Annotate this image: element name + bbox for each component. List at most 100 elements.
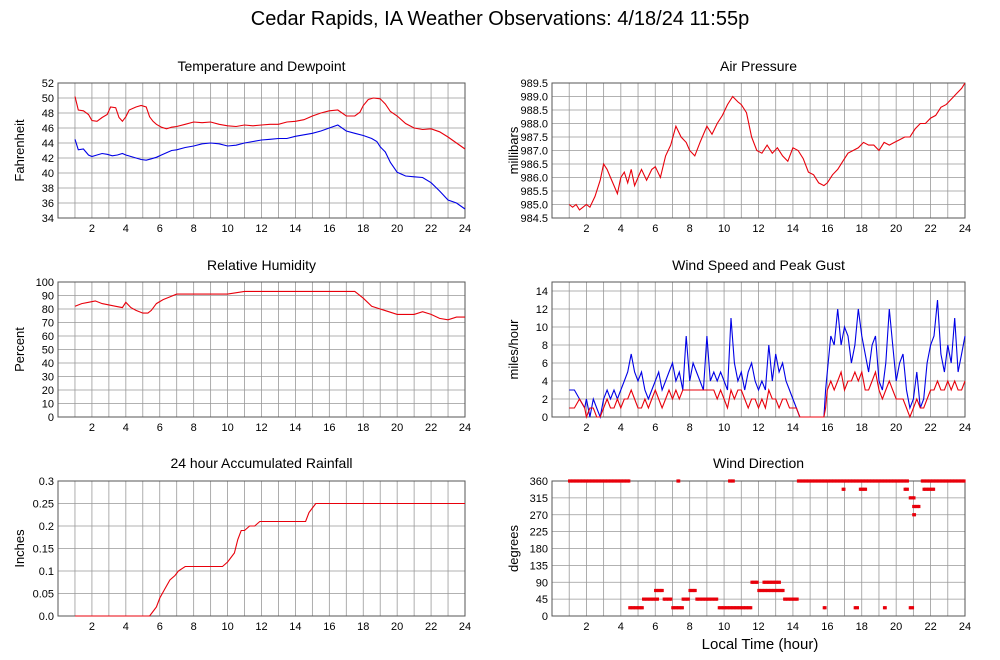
direction-point	[701, 597, 704, 601]
y-tick-label: 4	[542, 376, 548, 388]
y-tick-label: 90	[42, 291, 54, 303]
direction-point	[736, 606, 740, 610]
direction-point	[903, 479, 907, 483]
y-tick-label: 0	[542, 611, 548, 623]
direction-point	[664, 597, 667, 601]
y-tick-label: 6	[542, 358, 548, 370]
direction-point	[881, 479, 885, 483]
chart-title: Wind Speed and Peak Gust	[672, 257, 845, 273]
direction-point	[661, 588, 664, 593]
direction-point	[952, 479, 956, 483]
x-tick-label: 14	[289, 422, 301, 434]
direction-point	[948, 479, 951, 483]
direction-point	[861, 487, 865, 491]
x-tick-label: 2	[89, 223, 95, 235]
direction-point	[646, 597, 649, 601]
direction-point	[570, 479, 574, 483]
x-tick-label: 8	[687, 621, 693, 633]
y-tick-label: 0	[48, 412, 54, 424]
direction-point	[906, 479, 909, 483]
direction-point	[938, 479, 941, 483]
direction-point	[688, 588, 691, 593]
x-tick-label: 24	[959, 223, 971, 235]
direction-point	[833, 479, 836, 483]
direction-point	[865, 479, 869, 483]
direction-point	[702, 597, 706, 601]
direction-point	[853, 479, 857, 483]
direction-point	[581, 479, 584, 483]
direction-point	[815, 479, 819, 483]
direction-point	[810, 479, 813, 483]
direction-point	[727, 606, 731, 610]
direction-point	[754, 580, 758, 584]
y-tick-label: 180	[530, 544, 548, 556]
direction-point	[597, 479, 600, 483]
direction-point	[717, 606, 721, 610]
chart-title: Wind Direction	[713, 455, 804, 471]
page-title: Cedar Rapids, IA Weather Observations: 4…	[250, 8, 750, 30]
direction-point	[859, 479, 863, 483]
x-tick-label: 16	[323, 422, 335, 434]
direction-point	[715, 597, 719, 601]
direction-point	[707, 597, 710, 601]
x-tick-label: 4	[618, 621, 624, 633]
direction-point	[641, 606, 644, 610]
direction-point	[929, 487, 933, 491]
direction-point	[935, 479, 938, 483]
direction-point	[725, 606, 728, 610]
direction-point	[799, 479, 803, 483]
x-tick-label: 22	[425, 223, 437, 235]
direction-point	[674, 606, 677, 610]
direction-point	[864, 479, 867, 483]
direction-point	[631, 606, 634, 610]
y-tick-label: 60	[42, 331, 54, 343]
x-tick-label: 10	[718, 422, 730, 434]
direction-point	[753, 580, 756, 584]
y-tick-label: 270	[530, 510, 548, 522]
y-tick-label: 986.0	[520, 173, 548, 185]
direction-point	[931, 479, 934, 483]
y-tick-label: 70	[42, 318, 54, 330]
direction-point	[783, 597, 786, 601]
y-tick-label: 0.1	[39, 566, 54, 578]
direction-point	[929, 479, 932, 483]
direction-point	[957, 479, 960, 483]
direction-point	[671, 606, 674, 610]
direction-point	[601, 479, 605, 483]
x-tick-label: 10	[221, 223, 233, 235]
direction-point	[685, 597, 689, 601]
direction-point	[918, 504, 921, 509]
direction-point	[944, 479, 947, 483]
y-tick-label: 10	[42, 399, 54, 411]
x-tick-label: 12	[255, 621, 267, 633]
y-tick-label: 0.15	[33, 544, 54, 556]
direction-point	[662, 597, 666, 601]
direction-point	[905, 479, 908, 483]
direction-point	[843, 487, 846, 491]
x-tick-label: 4	[618, 422, 624, 434]
direction-point	[798, 479, 801, 483]
direction-point	[719, 606, 722, 610]
direction-point	[722, 606, 725, 610]
x-tick-label: 6	[157, 422, 163, 434]
direction-point	[861, 479, 864, 483]
direction-point	[695, 597, 698, 601]
direction-point	[761, 588, 765, 593]
direction-point	[569, 479, 572, 483]
x-tick-label: 12	[255, 422, 267, 434]
direction-point	[619, 479, 622, 483]
direction-point	[744, 606, 747, 610]
direction-point	[714, 597, 717, 601]
direction-point	[834, 479, 838, 483]
direction-point	[771, 588, 775, 593]
direction-point	[793, 597, 796, 601]
x-tick-label: 14	[787, 223, 799, 235]
series-line-1	[74, 290, 465, 321]
direction-point	[644, 597, 648, 601]
direction-point	[824, 479, 828, 483]
direction-point	[677, 606, 680, 610]
direction-point	[829, 479, 832, 483]
plot-frame	[551, 281, 966, 418]
